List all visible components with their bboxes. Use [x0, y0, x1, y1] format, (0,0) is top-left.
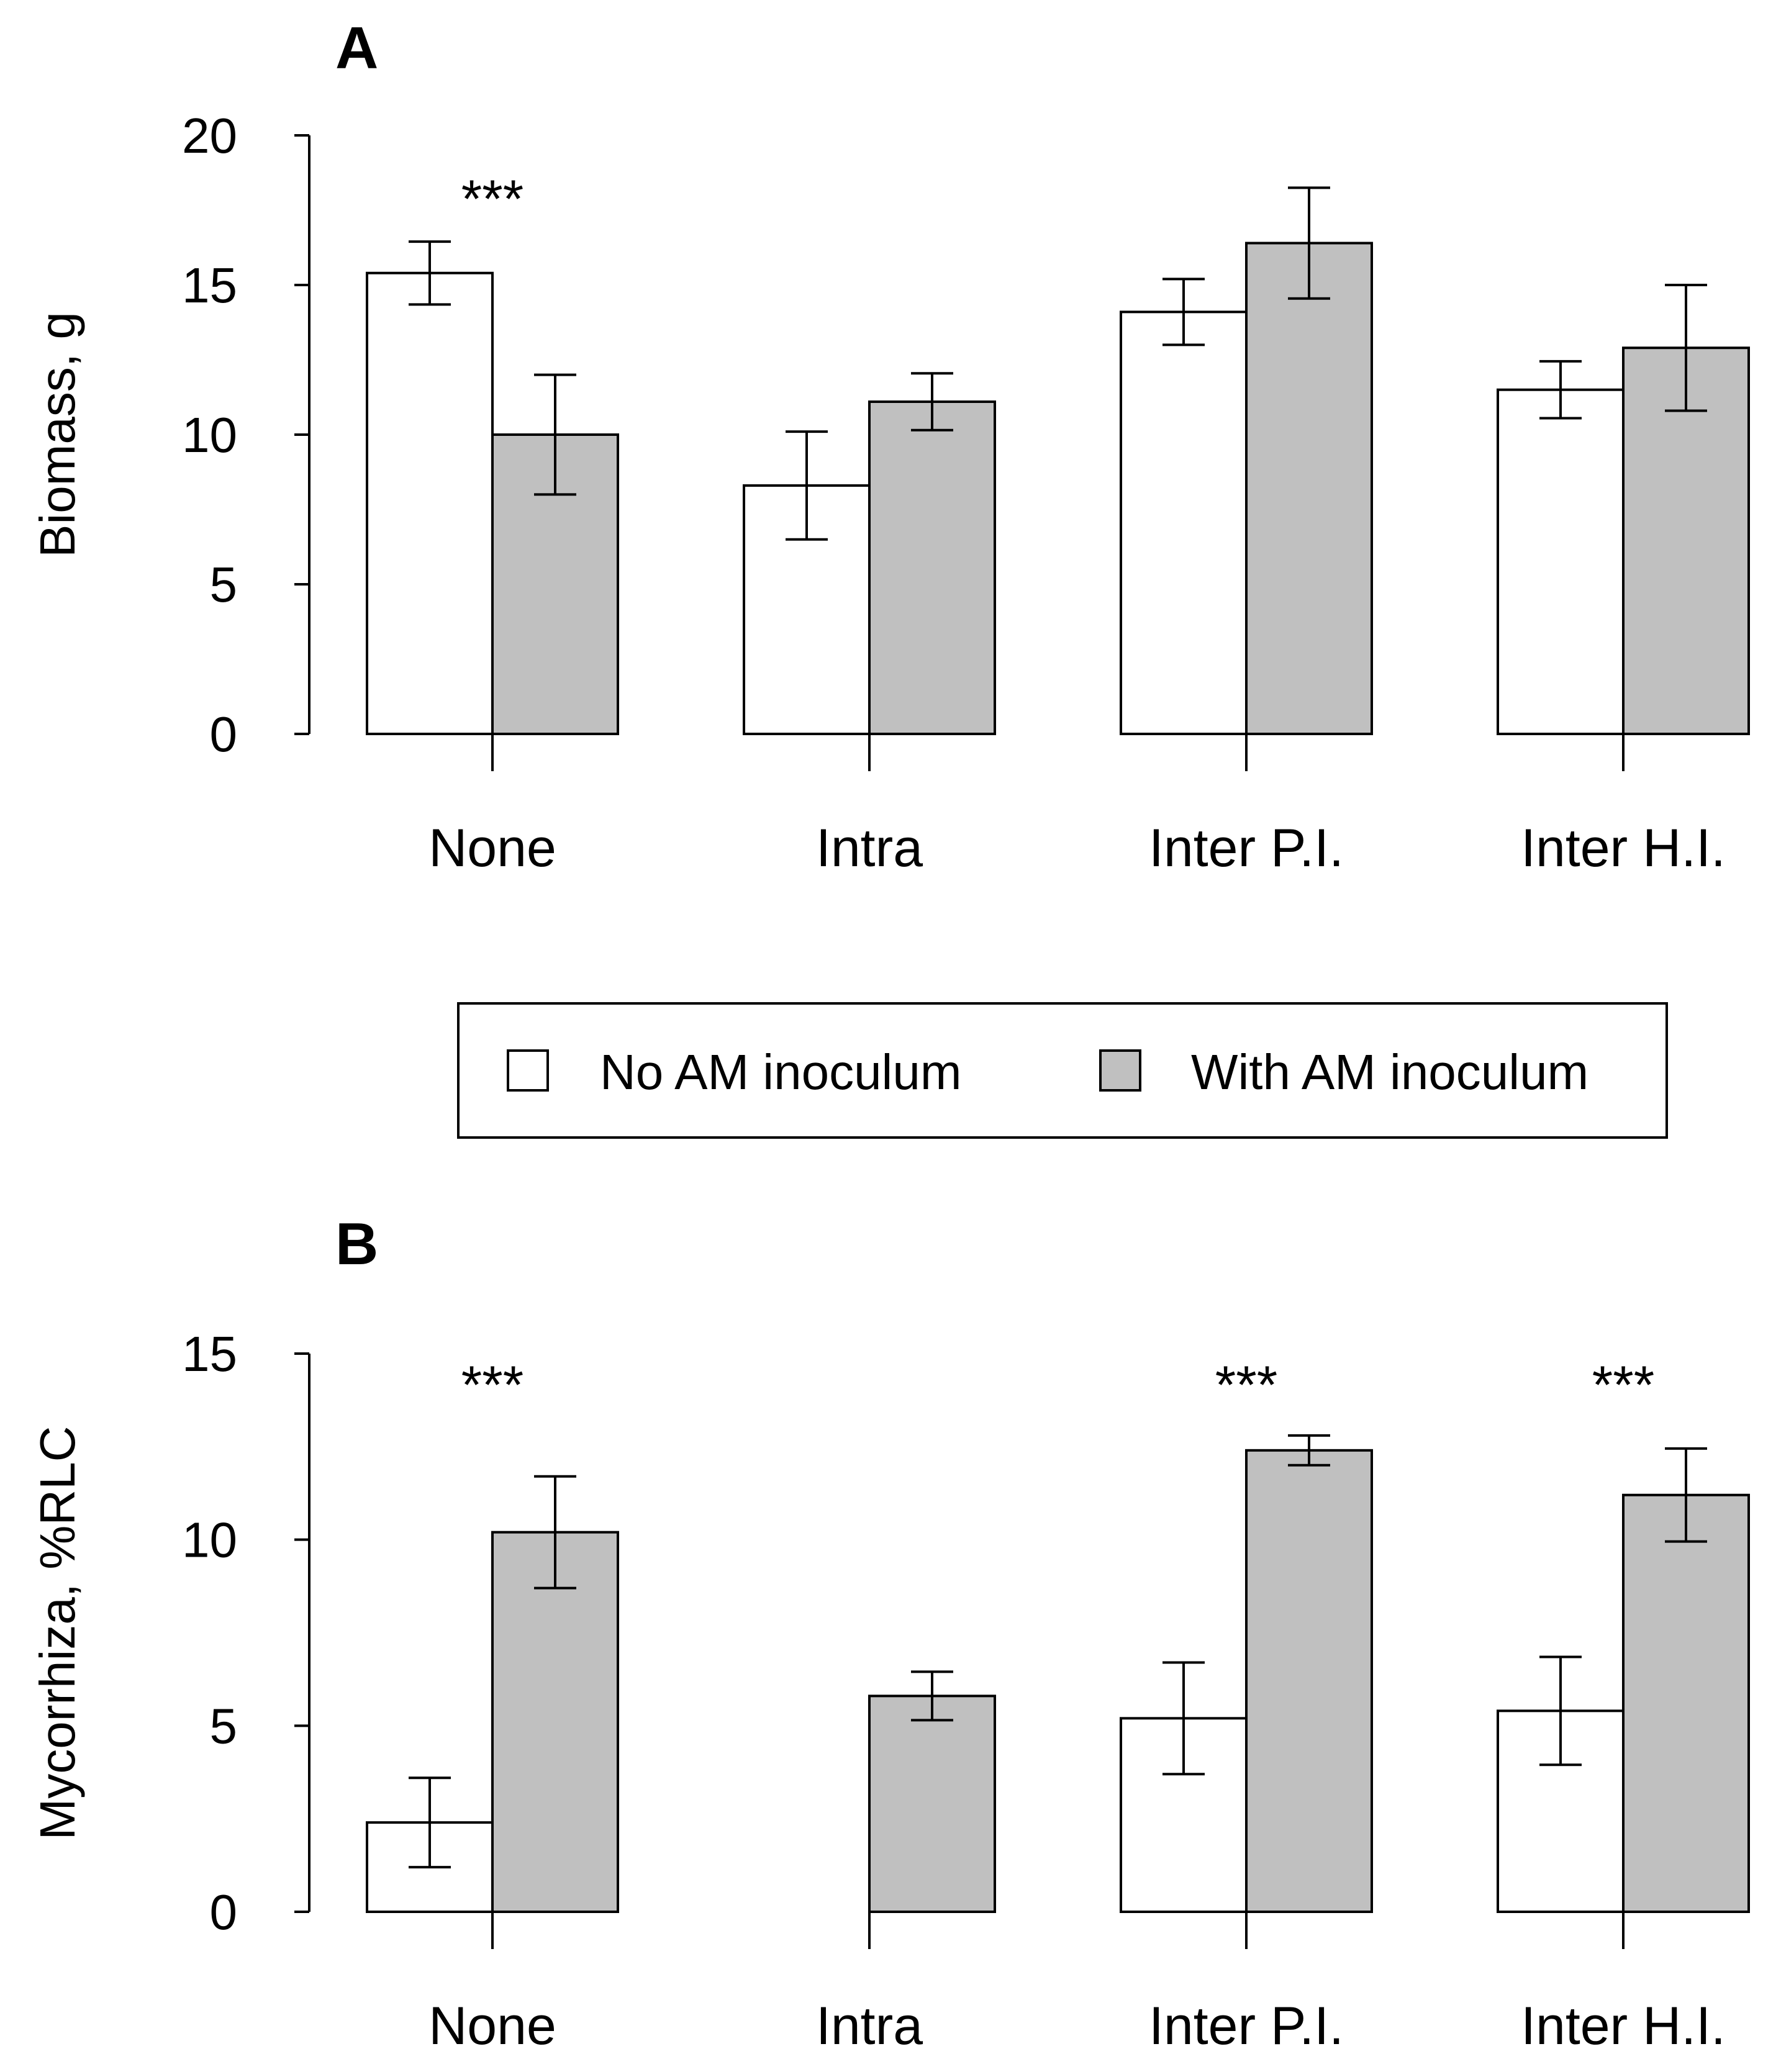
panel-a-category-label-inter-h-i: Inter H.I. [1521, 818, 1726, 878]
panel-b-y-tick-label-10: 10 [182, 1513, 237, 1568]
panel-a-bar-with-inoculum-intra [868, 400, 996, 735]
panel-b-axes: 0 5 10 15 None Intra Inter P.I. Inter H.I. [182, 1326, 1726, 2056]
panel-a-y-tick-label-0: 0 [210, 707, 238, 762]
panel-b-significance-none: *** [461, 1355, 523, 1415]
legend-swatch-no-inoculum [507, 1049, 549, 1092]
panel-b-bar-with-inoculum-intra [868, 1694, 996, 1914]
panel-b-significance-annotations: *** *** *** [461, 1355, 1654, 1415]
legend-label-no-inoculum: No AM inoculum [600, 1044, 961, 1100]
panel-a-y-tick-label-10: 10 [182, 407, 237, 463]
panel-b-bar-with-inoculum-inter-h-i [1622, 1493, 1750, 1913]
panel-a-y-axis-label: Biomass, g [30, 312, 85, 558]
panel-b-category-label-intra: Intra [816, 1996, 923, 2056]
panel-b-y-axis-label: Mycorrhiza, %RLC [30, 1426, 85, 1840]
panel-a-label: A [335, 15, 378, 81]
panel-a-bar-with-inoculum-inter-p-i [1245, 242, 1373, 735]
panel-a-significance-none: *** [461, 170, 523, 229]
panel-b-y-tick-label-15: 15 [182, 1326, 237, 1382]
panel-b-mycorrhiza-chart: B Mycorrhiza, %RLC 0 5 10 15 None Intra Inter … [30, 1211, 1750, 2056]
panel-a-significance-annotations: *** [461, 170, 523, 229]
panel-a-bars [366, 186, 1750, 736]
legend-box [457, 1002, 1668, 1139]
panel-a-y-tick-label-5: 5 [210, 557, 238, 612]
panel-b-bar-with-inoculum-inter-p-i [1245, 1449, 1373, 1913]
panel-a-y-tick-label-20: 20 [182, 108, 237, 163]
panel-a-axes: 0 5 10 15 20 None Intra Inter P.I. Inter H.I. [182, 108, 1726, 878]
legend-swatch-with-inoculum [1099, 1049, 1141, 1092]
panel-b-category-label-inter-p-i: Inter P.I. [1149, 1996, 1344, 2056]
panel-b-category-label-inter-h-i: Inter H.I. [1521, 1996, 1726, 2056]
panel-a-category-label-intra: Intra [816, 818, 923, 878]
panel-b-y-tick-label-0: 0 [210, 1884, 238, 1940]
panel-b-bar-with-inoculum-none [491, 1531, 619, 1913]
panel-a-biomass-chart: A Biomass, g 0 5 10 15 20 None Intra Inter P.I.… [30, 15, 1750, 878]
panel-a-y-tick-label-15: 15 [182, 258, 237, 313]
legend-label-with-inoculum: With AM inoculum [1191, 1044, 1588, 1100]
panel-b-significance-inter-h-i: *** [1592, 1355, 1654, 1415]
panel-b-label: B [335, 1211, 378, 1277]
panel-a-bar-no-inoculum-none [366, 271, 494, 736]
panel-a-category-label-none: None [428, 818, 556, 878]
panel-b-y-tick-label-5: 5 [210, 1698, 238, 1753]
legend: No AM inoculum With AM inoculum [457, 1002, 1668, 1139]
panel-a-category-label-inter-p-i: Inter P.I. [1149, 818, 1344, 878]
panel-a-bar-no-inoculum-inter-h-i [1497, 388, 1625, 735]
panel-b-bars [366, 1434, 1750, 1914]
panel-b-category-label-none: None [428, 1996, 556, 2056]
panel-b-significance-inter-p-i: *** [1215, 1355, 1277, 1415]
panel-a-bar-no-inoculum-inter-p-i [1120, 310, 1248, 735]
